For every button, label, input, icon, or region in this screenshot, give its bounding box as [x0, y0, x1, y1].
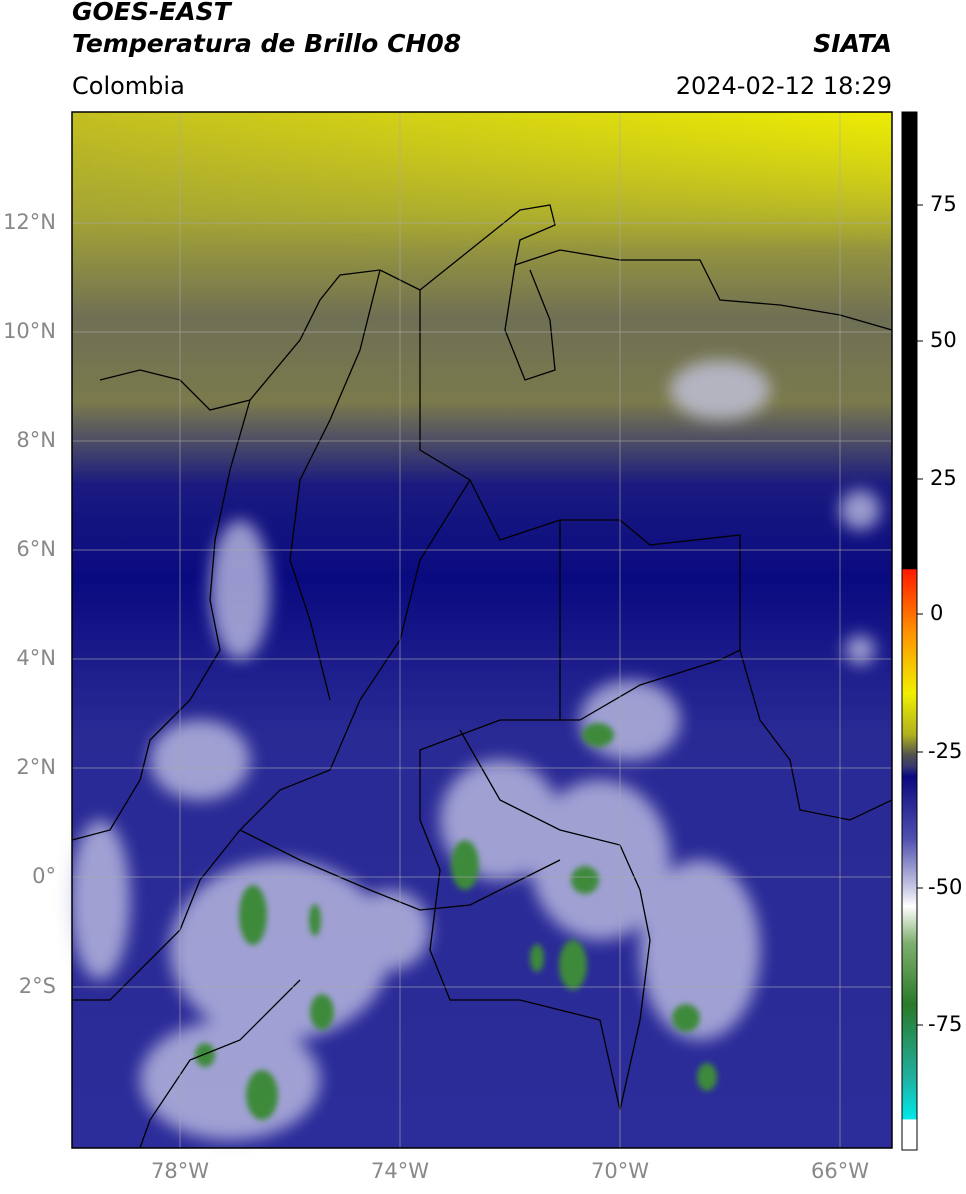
- lon-label: 66°W: [811, 1159, 869, 1183]
- colorbar-label: 0: [930, 601, 943, 625]
- lat-label: 8°N: [16, 428, 56, 452]
- lat-labels: 12°N 10°N 8°N 6°N 4°N 2°N 0° 2°S: [3, 210, 56, 998]
- colorbar: 75 50 25 0 -25 -50 -75: [901, 111, 962, 1151]
- subtitle: Temperatura de Brillo CH08: [72, 29, 461, 58]
- lat-label: 2°N: [16, 755, 56, 779]
- colorbar-label: -75: [928, 1012, 962, 1036]
- lat-label: 6°N: [16, 537, 56, 561]
- lat-label: 12°N: [3, 210, 56, 234]
- map: [70, 111, 893, 1149]
- colorbar-label: 50: [930, 328, 957, 352]
- datetime: 2024-02-12 18:29: [676, 72, 892, 100]
- lat-label: 10°N: [3, 319, 56, 343]
- colorbar-label: 75: [930, 192, 957, 216]
- lon-label: 74°W: [371, 1159, 429, 1183]
- lat-label: 4°N: [16, 646, 56, 670]
- lat-label: 2°S: [19, 974, 56, 998]
- title: GOES-EAST: [72, 0, 233, 26]
- lon-label: 70°W: [591, 1159, 649, 1183]
- colorbar-label: -50: [928, 875, 962, 899]
- lon-labels: 78°W 74°W 70°W 66°W: [151, 1159, 869, 1183]
- lat-label: 0°: [32, 864, 56, 888]
- colorbar-label: 25: [930, 466, 957, 490]
- region: Colombia: [72, 72, 185, 100]
- colorbar-label: -25: [928, 739, 962, 763]
- lon-label: 78°W: [151, 1159, 209, 1183]
- source: SIATA: [813, 29, 892, 58]
